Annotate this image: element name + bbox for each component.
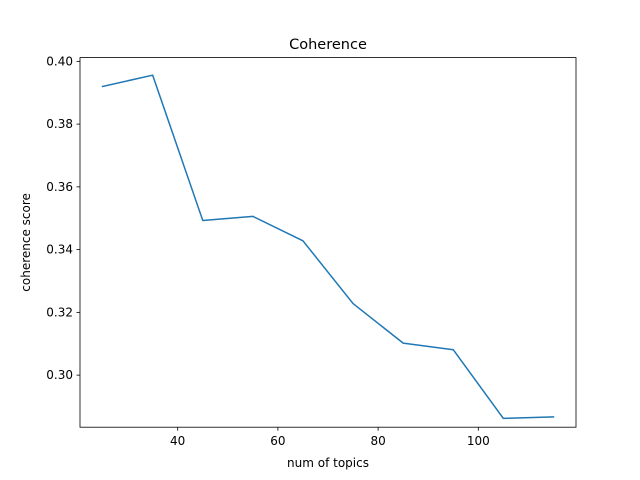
y-tick-label: 0.32 xyxy=(46,305,73,319)
x-tick-label: 100 xyxy=(467,434,490,448)
chart-title: Coherence xyxy=(289,37,367,53)
x-tick-label: 60 xyxy=(270,434,285,448)
y-tick-label: 0.38 xyxy=(46,117,73,131)
y-tick-label: 0.30 xyxy=(46,368,73,382)
plot-frame xyxy=(79,57,577,428)
ticks-layer: 40 60 80 100 0.30 0.32 0.34 0.36 0.38 0.40 xyxy=(46,54,489,448)
y-tick-label: 0.36 xyxy=(46,180,73,194)
series-line xyxy=(101,74,555,420)
x-tick-label: 40 xyxy=(170,434,185,448)
plot-background xyxy=(80,57,576,428)
y-axis-label: coherence score xyxy=(19,193,33,292)
y-tick-label: 0.40 xyxy=(46,54,73,68)
x-tick-label: 80 xyxy=(370,434,385,448)
x-axis-label: num of topics xyxy=(287,456,369,470)
y-tick-label: 0.34 xyxy=(46,243,73,257)
